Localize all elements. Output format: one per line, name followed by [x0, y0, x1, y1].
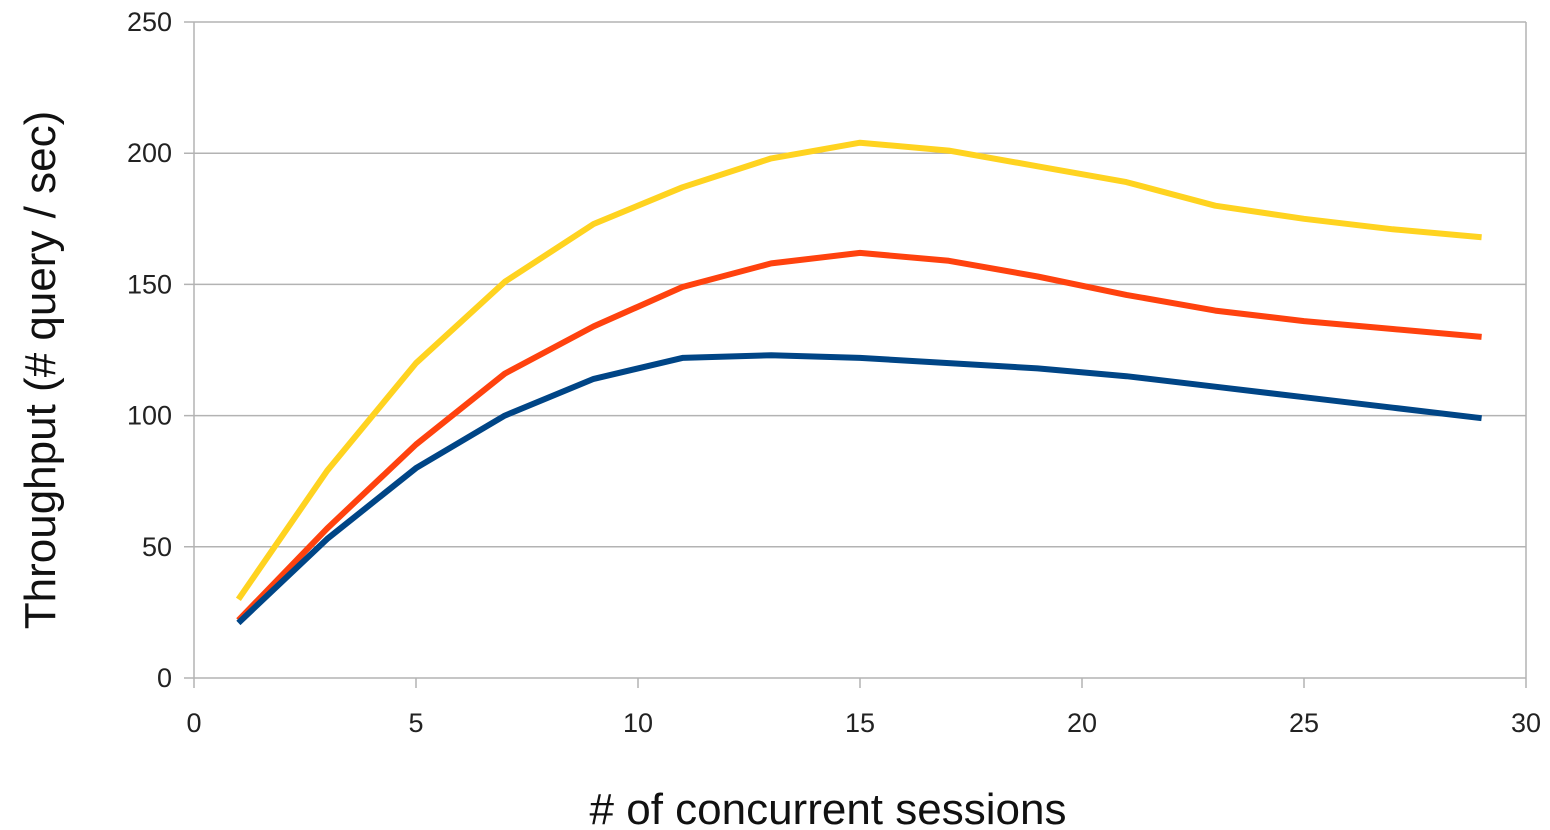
x-tick-label: 5: [408, 708, 423, 738]
x-axis-title: # of concurrent sessions: [590, 785, 1067, 830]
y-axis-title: Throughput (# query / sec): [16, 111, 65, 629]
y-tick-label: 200: [127, 138, 172, 168]
series-line-3: [236, 352, 1482, 626]
series-line-2: [236, 249, 1482, 623]
x-tick-label: 20: [1067, 708, 1097, 738]
y-tick-labels: 0 50 100 150 200 250: [127, 7, 172, 693]
x-tick-label: 30: [1511, 708, 1541, 738]
gridlines: [184, 21, 1526, 679]
x-tick-label: 10: [623, 708, 653, 738]
axes: [193, 22, 1527, 688]
x-tick-label: 15: [845, 708, 875, 738]
x-tick-label: 25: [1289, 708, 1319, 738]
y-tick-label: 150: [127, 269, 172, 299]
y-tick-label: 250: [127, 7, 172, 37]
x-tick-label: 0: [186, 708, 201, 738]
y-tick-label: 100: [127, 401, 172, 431]
series-line-1: [235, 139, 1482, 602]
y-tick-label: 0: [157, 663, 172, 693]
series-lines: [235, 139, 1482, 626]
x-tick-labels: 0 5 10 15 20 25 30: [186, 708, 1541, 738]
y-tick-label: 50: [142, 532, 172, 562]
